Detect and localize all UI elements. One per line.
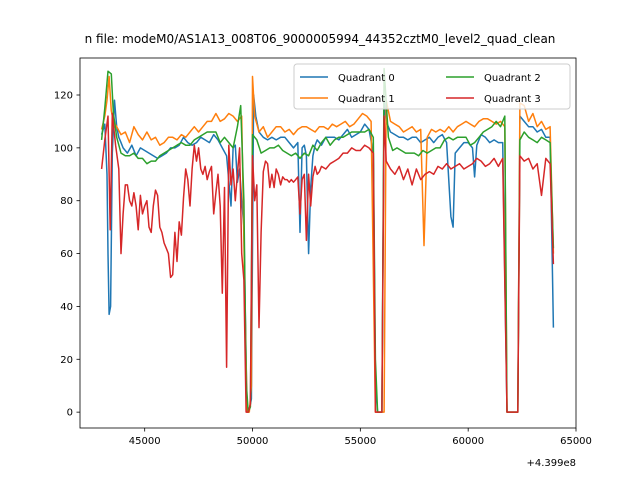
axes: 45000 50000 55000 60000 65000 0 20 40 60 80 100 120 (54, 57, 592, 447)
plot-lines (100, 67, 555, 413)
legend-label-quadrant-0: Quadrant 0 (338, 73, 395, 84)
y-tick-label: 120 (54, 91, 73, 102)
x-tick-label: 45000 (129, 436, 161, 447)
x-offset-label: +4.399e8 (526, 458, 576, 469)
legend-label-quadrant-1: Quadrant 1 (338, 94, 395, 105)
series-line-quadrant-2 (100, 67, 555, 413)
x-tick-label: 60000 (452, 436, 484, 447)
chart-title: n file: modeM0/AS1A13_008T06_9000005994_… (85, 32, 556, 46)
plot-frame (79, 57, 577, 429)
x-tick-label: 55000 (344, 436, 376, 447)
y-tick-label: 0 (67, 408, 73, 419)
legend-label-quadrant-3: Quadrant 3 (484, 94, 541, 105)
series-line-quadrant-1 (100, 75, 555, 413)
y-tick-label: 20 (60, 355, 73, 366)
legend-label-quadrant-2: Quadrant 2 (484, 73, 541, 84)
x-tick-label: 50000 (237, 436, 269, 447)
y-tick-label: 100 (54, 143, 73, 154)
y-tick-label: 60 (60, 249, 73, 260)
y-tick-label: 80 (60, 196, 73, 207)
series-line-quadrant-3 (100, 112, 555, 413)
x-tick-label: 65000 (560, 436, 592, 447)
y-tick-label: 40 (60, 302, 73, 313)
legend-box (293, 63, 571, 110)
legend: Quadrant 0 Quadrant 1 Quadrant 2 Quadrant 3 (293, 63, 571, 110)
